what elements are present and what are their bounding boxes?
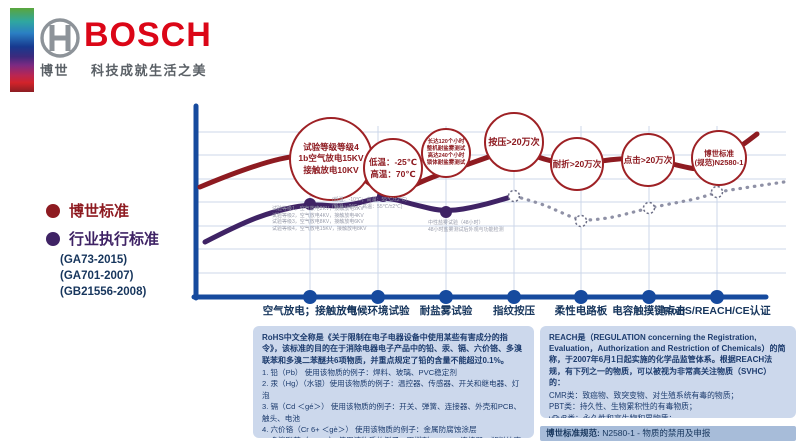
- list-item: 2. 汞（Hg）（水银）使用该物质的例子：温控器、传感器、开关和继电器、灯泡: [262, 379, 520, 400]
- bubble-text-line: 接触放电10KV: [303, 164, 359, 175]
- list-item: PBT类：持久性、生物累积性的有毒物质；: [549, 402, 697, 412]
- annotation-bubble: 耐折>20万次: [550, 137, 604, 191]
- reach-category-list: CMR类：致癌物、致突变物、对生殖系统有毒的物质； PBT类：持久性、生物累积性的…: [549, 390, 787, 418]
- bubble-text-line: 整机耐盐雾测试: [426, 146, 466, 152]
- list-item: 5. 多溴联苯（PBBS） 使用该物质的例子：阻燃剂、PCB、连接器、塑料外壳: [262, 435, 525, 438]
- legend-dot-bosch: [46, 203, 60, 218]
- projected-hollow-node: [710, 185, 724, 199]
- bubble-text-line: 高温：70℃: [370, 169, 416, 179]
- legend-dot-industry: [46, 231, 60, 246]
- x-axis-category-label: 电容触摸键点击: [612, 305, 686, 317]
- axis-node: [574, 290, 588, 304]
- bubble-text-line: 博世标准: [704, 148, 734, 158]
- list-item: (GA73-2015): [60, 254, 128, 266]
- axis-node: [710, 290, 724, 304]
- list-item: 4. 六价铬（Cr 6+ ＜gè＞） 使用该物质的例子：金属防腐蚀涂层: [262, 425, 477, 435]
- axis-node: [303, 290, 317, 304]
- industry-standard-codes: (GA73-2015) (GA701-2007) (GB21556-2008): [60, 252, 146, 300]
- fine-print-note: 试验等级1，空气放电2KV，接触放电2KV 试验等级2，空气放电4KV，接触放电4…: [272, 206, 367, 232]
- brand-slogan: 科技成就生活之美: [91, 63, 208, 78]
- annotation-bubble: 博世标准 (规范)N2580-1: [691, 130, 747, 186]
- industry-projected-dotted-line: [512, 180, 786, 222]
- bubble-text-line: 按压>20万次: [488, 136, 540, 147]
- bubble-text-line: 长达120个小时: [427, 139, 465, 145]
- list-item: CMR类：致癌物、致突变物、对生殖系统有毒的物质；: [549, 390, 739, 400]
- fine-print-note: 中性盐雾试验（48小时） 48小时盐雾测试后外观与功能检测: [428, 220, 504, 233]
- axis-node: [439, 290, 453, 304]
- fine-print-note: (低温：-10℃；高温：55℃/±2℃) (低温：0℃；高温：55℃/±2℃): [332, 197, 407, 210]
- bubble-text-line: 试验等级等级4: [303, 141, 359, 152]
- rohs-substance-list: 1. 铅（Pb） 使用该物质的例子：焊料、玻璃、PVC稳定剂 2. 汞（Hg）（水…: [262, 367, 525, 438]
- legend-item-industry: 行业执行标准: [46, 228, 159, 249]
- bosch-standard-spec-bar: 博世标准规范: N2580-1 - 物质的禁用及申报: [540, 426, 796, 441]
- bubble-text-line: 1b空气放电15KV: [298, 153, 364, 164]
- annotation-bubble: 试验等级等级4 1b空气放电15KV 接触放电10KV: [289, 117, 373, 201]
- projected-hollow-node: [574, 214, 588, 228]
- list-item: vPvB类：永久性和高生物积累物质；: [549, 413, 787, 418]
- brand-wordmark: BOSCH: [84, 16, 212, 54]
- reach-paragraph: REACH是（REGULATION concerning the Registr…: [549, 333, 786, 387]
- brand-cn-name: 博世: [40, 63, 70, 78]
- rohs-info-box: RoHS中文全称是《关于限制在电子电器设备中使用某些有害成分的指令》，该标准的目…: [253, 326, 534, 438]
- spec-value: N2580-1 - 物质的禁用及申报: [599, 428, 711, 438]
- bubble-text-line: 低温：-25℃: [368, 157, 418, 167]
- bubble-text-line: 点击>20万次: [623, 154, 673, 165]
- legend-label-bosch: 博世标准: [69, 203, 130, 220]
- bosch-supergraphic-strip: [10, 8, 34, 92]
- list-item: (GA701-2007): [60, 270, 134, 282]
- reach-info-box: REACH是（REGULATION concerning the Registr…: [540, 326, 796, 418]
- spec-label: 博世标准规范:: [546, 428, 600, 438]
- projected-hollow-node: [642, 201, 656, 215]
- legend-item-bosch: 博世标准: [46, 200, 129, 221]
- x-axis-category-label: 柔性电路板: [554, 305, 608, 317]
- list-item: 3. 镉（Cd ＜gé＞） 使用该物质的例子：开关、弹簧、连接器、外壳和PCB、…: [262, 402, 522, 423]
- bubble-text-line: 锁体耐盐雾测试: [426, 160, 466, 166]
- industry-line-node: [440, 206, 452, 218]
- list-item: 1. 铅（Pb） 使用该物质的例子：焊料、玻璃、PVC稳定剂: [262, 368, 457, 378]
- x-axis-category-label: 耐盐雾试验: [419, 305, 473, 317]
- axis-node: [371, 290, 385, 304]
- annotation-bubble: 长达120个小时 整机耐盐雾测试 高达240个小时 锁体耐盐雾测试: [421, 128, 471, 178]
- comparison-line-chart: 试验等级等级4 1b空气放电15KV 接触放电10KV 低温：-25℃ 高温：70℃ 长达…: [188, 96, 800, 326]
- annotation-bubble: 点击>20万次: [621, 133, 675, 187]
- annotation-bubble: 按压>20万次: [484, 112, 544, 172]
- industry-line-node: [304, 198, 316, 210]
- rohs-intro: RoHS中文全称是《关于限制在电子电器设备中使用某些有害成分的指令》，该标准的目…: [262, 333, 522, 365]
- bubble-text-line: (规范)N2580-1: [694, 158, 744, 167]
- x-axis-category-label: 指纹按压: [493, 305, 535, 317]
- list-item: (GB21556-2008): [60, 286, 147, 298]
- brand-tagline: 博世 科技成就生活之美: [40, 60, 207, 79]
- bubble-text-line: 耐折>20万次: [552, 158, 602, 169]
- bosch-anchor-icon: [40, 18, 80, 58]
- bubble-text-line: 高达240个小时: [427, 153, 465, 159]
- industry-standard-line: [202, 193, 517, 245]
- annotation-bubble: 低温：-25℃ 高温：70℃: [363, 138, 423, 198]
- axis-node: [642, 290, 656, 304]
- projected-hollow-node: [507, 189, 521, 203]
- axis-node: [507, 290, 521, 304]
- x-axis-category-label: RoHS/REACH/CE认证: [663, 305, 771, 317]
- x-axis-category-label: 空气放电；接触放电: [262, 305, 358, 317]
- x-axis-category-label: 气候环境试验: [346, 305, 410, 317]
- legend-label-industry: 行业执行标准: [69, 231, 160, 248]
